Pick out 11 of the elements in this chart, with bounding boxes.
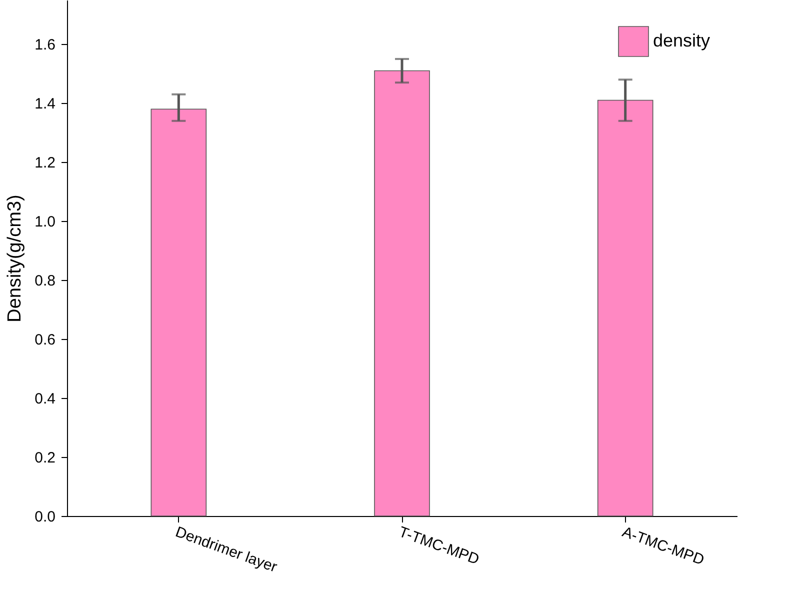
y-tick-label: 0.4	[34, 390, 56, 408]
y-tick-label: 0.2	[34, 450, 56, 467]
y-tick-label: 0.0	[34, 508, 56, 526]
y-tick-label: 1.2	[34, 154, 56, 172]
y-tick-label: 1.0	[34, 214, 56, 231]
y-axis-title: Density(g/cm3)	[4, 194, 26, 322]
y-tick-label: 1.4	[34, 96, 56, 113]
y-tick-label: 1.6	[34, 36, 56, 54]
y-tick-label: 0.8	[34, 272, 56, 290]
y-tick-label: 0.6	[34, 332, 56, 349]
legend-label: density	[653, 30, 710, 50]
